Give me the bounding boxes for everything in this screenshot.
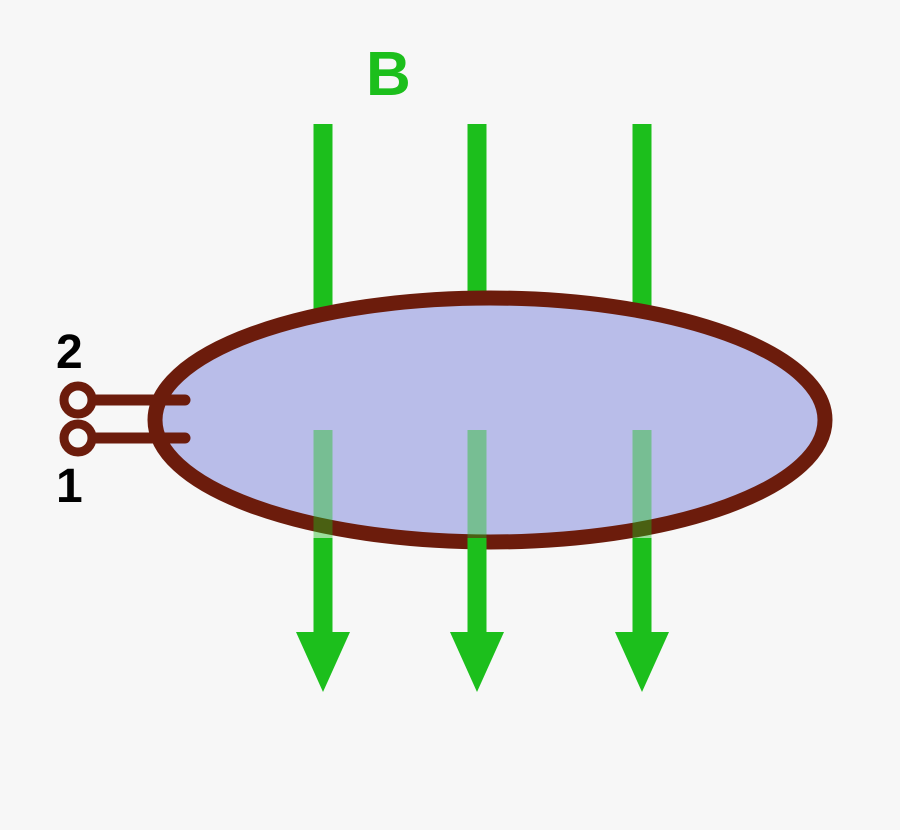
field-arrow-shaft-through-2: [468, 430, 487, 538]
coil-loop: [155, 298, 825, 542]
field-arrow-shaft-lower-3: [633, 538, 652, 632]
terminal-2-label: 2: [56, 326, 83, 379]
terminal-1-label: 1: [56, 460, 83, 513]
field-arrow-shaft-lower-2: [468, 538, 487, 632]
terminal-1: [64, 424, 92, 452]
field-arrow-shaft-through-3: [633, 430, 652, 538]
field-arrow-shaft-lower-1: [314, 538, 333, 632]
magnetic-field-label: B: [366, 40, 411, 109]
field-arrow-shaft-through-1: [314, 430, 333, 538]
terminal-2: [64, 386, 92, 414]
